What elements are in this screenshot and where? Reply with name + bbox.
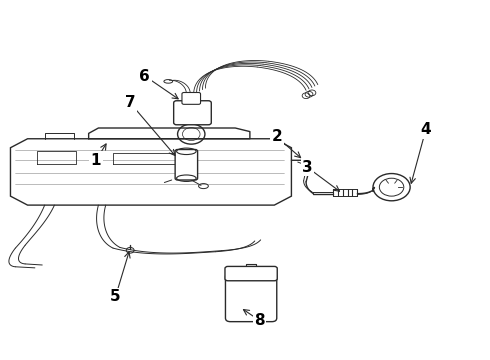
- FancyBboxPatch shape: [182, 93, 200, 104]
- Polygon shape: [10, 139, 292, 205]
- Text: 8: 8: [254, 313, 265, 328]
- FancyBboxPatch shape: [225, 266, 277, 281]
- Text: 5: 5: [110, 289, 121, 304]
- Text: 3: 3: [302, 160, 313, 175]
- Text: 2: 2: [271, 130, 282, 144]
- Text: 1: 1: [91, 153, 101, 168]
- Text: 6: 6: [140, 68, 150, 84]
- FancyBboxPatch shape: [175, 149, 197, 180]
- FancyBboxPatch shape: [173, 101, 211, 125]
- FancyBboxPatch shape: [225, 273, 277, 321]
- Text: 4: 4: [420, 122, 431, 137]
- Text: 7: 7: [125, 95, 136, 111]
